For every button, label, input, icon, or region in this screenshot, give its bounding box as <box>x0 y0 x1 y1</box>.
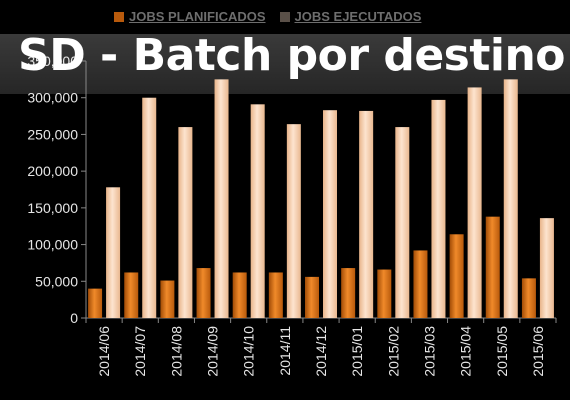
bar-executed <box>503 79 518 318</box>
bar-executed <box>286 124 301 318</box>
chart-title: SD - Batch por destino <box>18 30 566 81</box>
x-tick-label: 2014/10 <box>241 326 257 377</box>
y-tick-label: 200,000 <box>27 163 78 179</box>
bar-planned <box>377 269 392 318</box>
title-band <box>0 34 570 94</box>
bar-planned <box>232 272 247 318</box>
legend-label-planned: JOBS PLANIFICADOS <box>129 9 266 24</box>
bar-planned <box>449 234 464 318</box>
bar-executed <box>250 104 265 318</box>
bar-executed <box>359 110 374 318</box>
bar-executed <box>178 127 193 318</box>
bar-planned <box>485 216 500 318</box>
bar-executed <box>214 79 229 318</box>
bar-planned <box>341 268 356 318</box>
x-tick-label: 2014/07 <box>132 326 148 377</box>
x-tick-label: 2014/09 <box>205 326 221 377</box>
x-tick-label: 2014/08 <box>168 326 184 377</box>
y-tick-label: 0 <box>70 310 78 326</box>
y-tick-label: 150,000 <box>27 200 78 216</box>
x-tick-label: 2015/06 <box>530 326 546 377</box>
bar-planned <box>160 280 175 318</box>
x-tick-label: 2015/01 <box>349 326 365 377</box>
y-tick-label: 300,000 <box>27 90 78 106</box>
x-tick-label: 2015/02 <box>385 326 401 377</box>
y-tick-label: 350,000 <box>27 53 78 69</box>
x-tick-label: 2015/03 <box>421 326 437 377</box>
y-tick-label: 100,000 <box>27 237 78 253</box>
x-tick-label: 2015/04 <box>458 326 474 377</box>
bar-planned <box>88 288 103 318</box>
legend-item-executed: JOBS EJECUTADOS <box>279 9 422 24</box>
bar-executed <box>431 99 446 318</box>
bar-planned <box>124 272 139 318</box>
bar-planned <box>268 272 283 318</box>
bar-executed <box>142 97 157 318</box>
bar-executed <box>323 110 337 318</box>
x-tick-label: 2014/11 <box>277 326 293 376</box>
x-tick-label: 2014/12 <box>313 326 329 377</box>
y-tick-label: 50,000 <box>35 273 78 289</box>
bar-planned <box>521 278 536 318</box>
x-tick-label: 2014/06 <box>96 326 112 377</box>
legend-item-planned: JOBS PLANIFICADOS <box>114 9 266 24</box>
bar-executed <box>395 127 410 318</box>
bar-executed <box>467 87 482 318</box>
bar-executed <box>106 187 121 318</box>
legend-swatch-executed <box>279 11 290 22</box>
bar-planned <box>413 250 428 318</box>
legend: JOBS PLANIFICADOS JOBS EJECUTADOS <box>114 9 421 24</box>
legend-label-executed: JOBS EJECUTADOS <box>294 9 422 24</box>
y-tick-label: 250,000 <box>27 126 78 142</box>
legend-swatch-planned <box>114 11 124 22</box>
bar-planned <box>196 268 211 318</box>
bar-planned <box>305 276 319 318</box>
x-tick-label: 2015/05 <box>494 326 510 377</box>
bar-executed <box>539 218 554 318</box>
